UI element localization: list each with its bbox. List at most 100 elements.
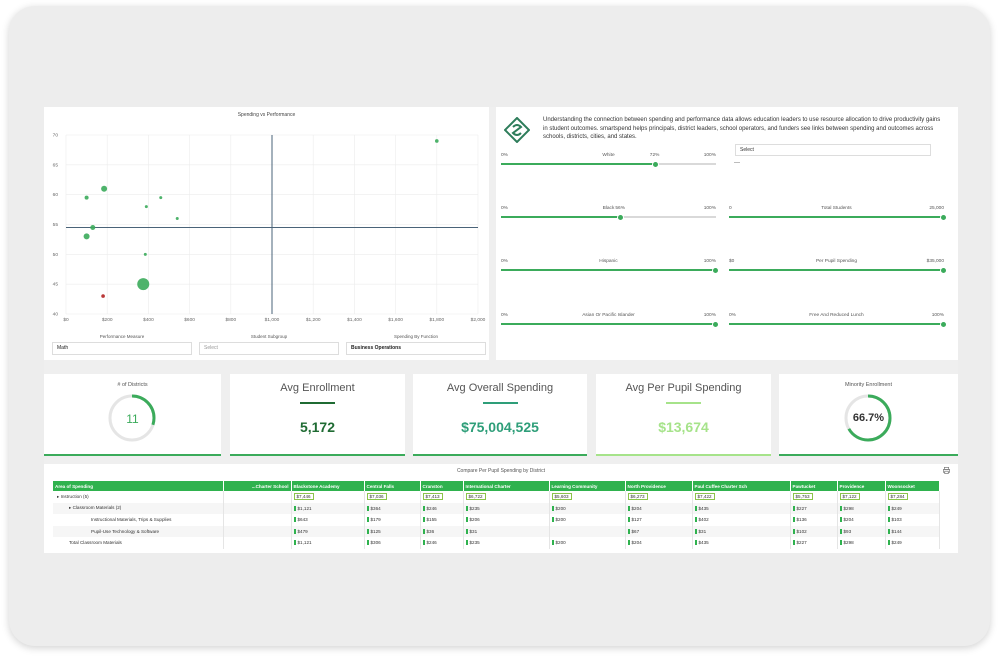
table-header[interactable]: North Providence <box>625 481 693 491</box>
scatter-point <box>144 205 148 209</box>
table-cell <box>223 502 292 514</box>
table-cell: $144 <box>885 525 940 537</box>
slider-black[interactable]: 0% Black 100% 56% <box>501 206 716 221</box>
slider-min-label: 0% <box>729 313 736 318</box>
y-tick-label: 45 <box>53 282 59 288</box>
table-header[interactable]: Woonsocket <box>885 481 940 491</box>
table-cell <box>223 525 292 537</box>
table-cell: $246 <box>420 537 464 549</box>
table-cell <box>223 514 292 526</box>
slider-min-label: 0% <box>501 153 508 158</box>
filter-label-function: Spending By Function <box>393 334 439 339</box>
slider-handle[interactable] <box>712 320 719 328</box>
kpi-minority-value: 66.7% <box>852 412 885 424</box>
districts-gauge <box>108 394 156 442</box>
table-cell: $179 <box>364 514 421 526</box>
slider-title: Black <box>602 206 615 211</box>
table-row[interactable]: Instructional Materials, Trips & Supplie… <box>53 514 940 526</box>
table-cell: $435 <box>692 502 791 514</box>
dashboard-screen: Spending vs Performance $0 $200 $400 $600 $8… <box>44 107 958 553</box>
scatter-point <box>137 278 150 291</box>
table-header[interactable]: Providence <box>837 481 886 491</box>
kpi-per-pupil: Avg Per Pupil Spending $13,674 <box>596 374 771 456</box>
slider-hispanic[interactable]: 0% Hispanic 100% <box>501 259 719 274</box>
scatter-point <box>101 294 105 298</box>
x-tick-label: $2,000 <box>471 317 486 323</box>
region-select[interactable]: Select <box>735 144 931 156</box>
table-cell: $102 <box>790 525 838 537</box>
scatter-point <box>101 185 108 192</box>
slider-max-label: 100% <box>703 313 716 318</box>
slider-handle[interactable] <box>940 213 947 221</box>
table-cell: $31 <box>463 525 550 537</box>
table-header[interactable]: Pawtucket <box>790 481 838 491</box>
table-header[interactable]: Area of Spending <box>53 481 224 491</box>
filter-label-subgroup: Student Subgroup <box>250 334 288 339</box>
kpi-minority-title: Minority Enrollment <box>844 382 893 388</box>
table-cell: $5,753 <box>790 491 838 503</box>
table-row[interactable]: Pupil-Use Technology & Software $479 $125 $… <box>53 525 940 537</box>
y-tick-label: 65 <box>53 162 59 168</box>
print-icon[interactable] <box>943 467 950 474</box>
kpi-districts-title: # of Districts <box>117 382 148 388</box>
x-tick-label: $1,600 <box>388 317 403 323</box>
scatter-point <box>159 196 163 200</box>
table-row[interactable]: ▸ Classroom Materials (2) $1,121 $364 $246 $… <box>53 502 940 514</box>
table-header[interactable]: ...Charter School <box>223 481 292 491</box>
table-header[interactable]: Blackstone Academy <box>291 481 365 491</box>
slider-total-students[interactable]: 0 Total Students 25,000 <box>729 206 947 221</box>
table-header[interactable]: Paul Cuffee Charter Sch <box>692 481 791 491</box>
performance-measure-select[interactable]: Math <box>52 342 192 355</box>
info-panel: Understanding the connection between spe… <box>496 107 958 360</box>
table-cell: $1,121 <box>291 502 365 514</box>
minority-gauge <box>844 394 892 442</box>
slider-white[interactable]: 0% White 100% 72% <box>501 153 716 168</box>
table-header[interactable]: Cranston <box>420 481 464 491</box>
row-label: ▸ Classroom Materials (2) <box>53 502 224 514</box>
slider-per-pupil-spending[interactable]: $0 Per Pupil Spending $35,000 <box>729 259 947 274</box>
slider-handle[interactable] <box>617 213 625 221</box>
student-subgroup-select[interactable]: Select <box>199 342 339 355</box>
slider-fill <box>729 269 944 271</box>
slider-handle[interactable] <box>940 266 947 274</box>
table-cell: $103 <box>885 514 940 526</box>
x-tick-label: $1,400 <box>347 317 362 323</box>
table-header[interactable]: Central Falls <box>364 481 421 491</box>
table-cell: $200 <box>549 514 626 526</box>
row-label: Total Classroom Materials <box>53 537 224 549</box>
slider-max-label: $35,000 <box>926 259 944 264</box>
table-header[interactable]: Learning Community <box>549 481 626 491</box>
table-cell: $7,036 <box>364 491 421 503</box>
table-cell: $249 <box>885 537 940 549</box>
slider-handle[interactable] <box>712 266 719 274</box>
slider-asian-or-pacific-islander[interactable]: 0% Asian Or Pacific Islander 100% <box>501 313 719 328</box>
slider-fill <box>729 216 944 218</box>
table-title: Compare Per Pupil Spending by District <box>456 468 546 474</box>
table-cell: $7,446 <box>291 491 365 503</box>
slider-handle[interactable] <box>651 160 659 168</box>
table-cell: $402 <box>692 514 791 526</box>
slider-free-and-reduced-lunch[interactable]: 0% Free And Reduced Lunch 100% <box>729 313 947 328</box>
slider-handle[interactable] <box>940 320 947 328</box>
scatter-point <box>83 233 90 240</box>
table-row[interactable]: Total Classroom Materials $1,121 $306 $246 $… <box>53 537 940 549</box>
slider-value-label: 72% <box>649 153 660 158</box>
kpi-overall-value: $75,004,525 <box>461 419 539 435</box>
table-cell: $435 <box>692 537 791 549</box>
scatter-chart: $0 $200 $400 $600 $800 $1,000 $1,200 $1,400 $1,6… <box>53 133 486 324</box>
table-header[interactable]: International Charter <box>463 481 550 491</box>
scatter-point <box>90 224 96 230</box>
slider-title: Total Students <box>821 206 852 211</box>
slider-fill <box>501 216 622 218</box>
x-tick-label: $200 <box>102 317 113 323</box>
table-row[interactable]: ▸ Instruction (5) $7,446 $7,036 $7,413 $6,72… <box>53 491 940 503</box>
slider-min-label: $0 <box>729 259 735 264</box>
table-cell: $7,413 <box>420 491 464 503</box>
kpi-minority: Minority Enrollment 66.7% <box>779 374 958 456</box>
spending-function-select[interactable]: Business Operations <box>346 342 486 355</box>
y-tick-label: 60 <box>53 192 59 198</box>
y-tick-label: 50 <box>53 252 59 258</box>
table-cell: $93 <box>837 525 886 537</box>
table-cell: $31 <box>692 525 791 537</box>
table-cell <box>549 525 626 537</box>
